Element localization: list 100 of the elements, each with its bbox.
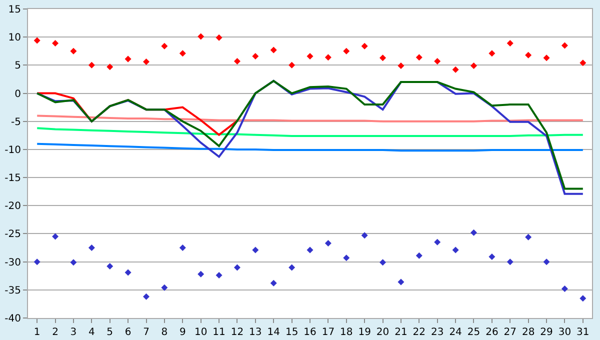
x-tick-label: 21 — [394, 327, 408, 338]
point — [506, 40, 514, 47]
point — [306, 52, 314, 60]
point — [488, 254, 496, 260]
point — [216, 34, 222, 41]
point — [398, 278, 404, 286]
point — [488, 50, 496, 57]
point — [580, 295, 586, 302]
point — [561, 286, 568, 292]
x-tick-label: 13 — [249, 327, 262, 338]
x-tick-label: 22 — [412, 327, 426, 338]
point — [525, 52, 532, 58]
x-tick-label: 18 — [340, 327, 353, 338]
x-tick-label: 28 — [522, 327, 535, 338]
point — [416, 252, 422, 259]
x-tick-label: 7 — [143, 327, 150, 338]
point — [470, 229, 477, 236]
point — [216, 272, 222, 279]
point — [343, 48, 350, 54]
point — [361, 232, 368, 239]
point — [161, 42, 168, 50]
x-tick-label: 30 — [558, 327, 572, 338]
point — [380, 259, 386, 266]
point — [52, 233, 59, 240]
point — [34, 37, 40, 44]
x-tick-label: 6 — [124, 327, 132, 338]
y-tick-label: -30 — [4, 257, 21, 268]
point — [434, 238, 441, 246]
point — [398, 62, 404, 69]
point — [288, 264, 296, 271]
y-tick-label: 15 — [8, 4, 21, 16]
x-tick-label: 5 — [106, 327, 114, 338]
point — [198, 33, 204, 40]
point — [143, 58, 150, 66]
point — [106, 64, 114, 70]
point — [270, 280, 277, 286]
x-tick-label: 2 — [52, 327, 58, 338]
point — [343, 254, 350, 262]
point — [34, 258, 40, 266]
x-tick-label: 1 — [34, 327, 40, 338]
point — [179, 244, 186, 252]
point — [198, 270, 204, 278]
x-tick-label: 11 — [212, 327, 226, 338]
point — [580, 60, 586, 66]
point — [324, 240, 332, 247]
point — [416, 54, 422, 61]
line-series — [36, 142, 584, 152]
point — [452, 66, 459, 73]
point — [252, 246, 259, 254]
x-tick-label: 4 — [88, 327, 95, 338]
x-tick-label: 14 — [267, 327, 280, 338]
point — [124, 56, 132, 62]
point — [143, 293, 150, 300]
y-tick-label: 0 — [14, 88, 21, 100]
point — [506, 258, 514, 266]
line-series — [36, 127, 584, 137]
x-tick-label: 29 — [540, 327, 553, 338]
x-tick-label: 31 — [576, 327, 590, 338]
x-tick-label: 19 — [358, 327, 371, 338]
x-tick-label: 17 — [322, 327, 335, 338]
x-tick-label: 27 — [504, 327, 516, 338]
x-tick-label: 20 — [376, 327, 390, 338]
point — [561, 42, 568, 49]
x-tick-label: 3 — [70, 327, 77, 338]
y-tick-label: 5 — [14, 60, 21, 72]
point — [70, 48, 77, 54]
y-tick-label: -20 — [4, 201, 21, 212]
point — [234, 264, 240, 271]
x-tick-label: 16 — [304, 327, 316, 338]
point — [70, 259, 77, 266]
point — [88, 62, 95, 68]
point — [124, 269, 132, 276]
y-tick-label: 10 — [8, 32, 21, 44]
point — [380, 54, 386, 62]
x-tick-label: 15 — [285, 327, 298, 338]
point — [106, 263, 114, 270]
y-tick-label: -40 — [4, 314, 21, 324]
point — [288, 62, 296, 68]
point — [434, 58, 441, 64]
x-tick-label: 8 — [161, 327, 168, 338]
point — [324, 54, 332, 61]
y-tick-label: -5 — [11, 116, 21, 128]
point — [88, 244, 95, 252]
point — [452, 246, 459, 254]
x-tick-label: 12 — [230, 327, 244, 338]
point — [234, 58, 240, 64]
y-tick-label: -15 — [4, 173, 21, 184]
point — [525, 234, 532, 240]
point — [52, 40, 59, 47]
point — [306, 246, 314, 254]
point — [161, 284, 168, 291]
x-tick-label: 25 — [467, 327, 480, 338]
point — [470, 62, 477, 69]
point — [270, 46, 277, 54]
y-tick-label: -35 — [4, 285, 21, 296]
y-tick-label: -25 — [4, 229, 21, 240]
point — [252, 52, 259, 60]
x-tick-label: 24 — [449, 327, 462, 338]
x-tick-label: 26 — [486, 327, 498, 338]
y-tick-label: -10 — [4, 144, 21, 156]
